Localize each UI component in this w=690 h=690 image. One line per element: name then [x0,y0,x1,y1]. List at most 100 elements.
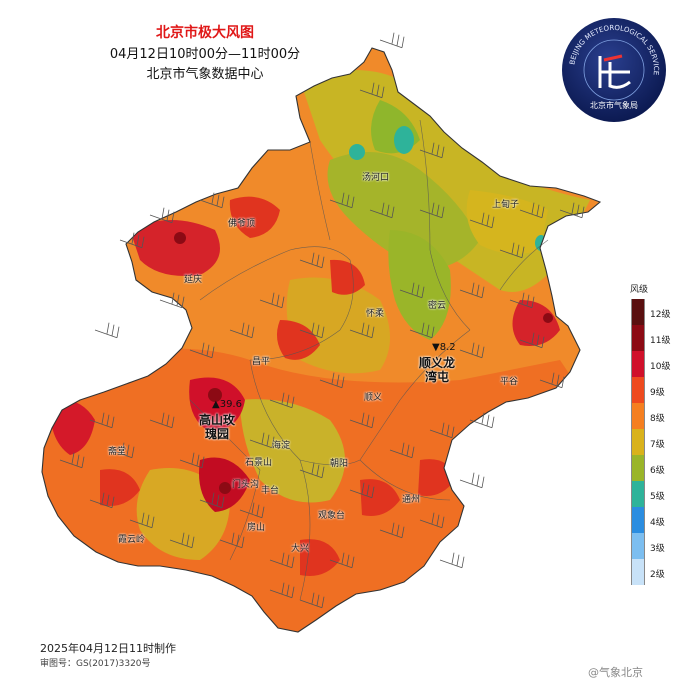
wind-barb [419,142,445,159]
wind-barb [199,192,225,209]
wind-barb [129,512,155,529]
place-label: 延庆 [184,275,203,285]
wind-barb [519,202,545,219]
wind-barb [369,202,395,219]
legend-title: 风级 [630,285,649,295]
wind-barb [109,442,135,459]
place-label: 朝阳 [330,459,349,469]
legend-swatch [631,429,645,455]
max-gust-marker: ▲39.6 [212,399,242,410]
legend-item: 6级 [628,455,688,481]
legend-swatch [631,507,645,533]
wind-barb [379,32,405,49]
legend-label: 3级 [650,544,665,554]
place-label: 平谷 [500,377,519,387]
wind-barb [459,472,485,489]
wind-barb [239,502,265,519]
place-label: 怀柔 [366,309,385,319]
wind-barb [439,552,465,569]
place-label: 观象台 [318,511,346,521]
wind-barb [469,412,495,429]
legend-swatch [631,351,645,377]
wind-barb [179,452,205,469]
legend-swatch [631,455,645,481]
wind-barb [299,252,325,269]
issuer: 北京市气象数据中心 [146,67,264,82]
wind-barb [299,462,325,479]
wind-barb [59,452,85,469]
place-label: 斋堂 [108,447,127,457]
wind-barb [119,232,145,249]
time-range: 04月12日10时00分—11时00分 [109,47,301,62]
wind-barb [319,372,345,389]
wind-barb [249,432,275,449]
place-label: 石景山 [245,458,273,468]
max-gust-value: 39.6 [219,399,242,410]
wind-barb [399,282,425,299]
wind-barb [419,202,445,219]
legend-label: 2级 [650,570,665,580]
legend-item: 10级 [628,351,688,377]
place-label: 昌平 [252,357,271,367]
place-label: 通州 [402,495,421,505]
wind-barb [409,322,435,339]
wind-barb [429,422,455,439]
wind-barb [389,442,415,459]
map-review-number: 审图号：GS(2017)3320号 [40,659,151,669]
legend-swatch [631,403,645,429]
wind-barb [559,202,585,219]
place-label: 上甸子 [492,200,520,210]
legend-item: 11级 [628,325,688,351]
station-value: 8.2 [439,342,456,353]
place-label: 门头沟 [232,480,260,490]
wind-barb [159,292,185,309]
wind-barb [149,207,175,224]
legend-item: 7级 [628,429,688,455]
place-label: 房山 [247,523,266,533]
wind-barb [419,512,445,529]
place-label: 丰台 [261,486,280,496]
wind-barb [199,492,225,509]
place-label: 霞云岭 [118,535,146,545]
wind-barb [379,522,405,539]
wind-barb [259,292,285,309]
highlight-station-gaoshan: 高山玫瑰园 [198,413,235,441]
wind-barb [169,532,195,549]
wind-barb [329,192,355,209]
wind-barb [539,372,565,389]
place-label: 顺义 [364,393,383,403]
wind-barb [189,342,215,359]
legend-label: 10级 [650,362,671,372]
wind-barb [299,322,325,339]
legend-item: 3级 [628,533,688,559]
legend-item: 2级 [628,559,688,585]
wind-barb [349,482,375,499]
legend-label: 4级 [650,518,665,528]
place-label: 汤河口 [362,173,390,183]
legend-item: 5级 [628,481,688,507]
wind-barb [349,412,375,429]
wind-barb [229,322,255,339]
wind-barb [469,212,495,229]
legend-swatch [631,533,645,559]
wind-barb [269,552,295,569]
wind-barb [219,532,245,549]
legend-swatch [631,481,645,507]
legend-item: 9级 [628,377,688,403]
legend-label: 7级 [650,440,665,450]
legend-label: 8级 [650,414,665,424]
wind-barb [299,592,325,609]
legend-label: 12级 [650,310,671,320]
wind-barb [269,392,295,409]
legend-item: 12级 [628,299,688,325]
place-label: 密云 [428,301,447,311]
made-date: 2025年04月12日11时制作 [40,642,176,655]
place-label: 佛爷顶 [228,219,256,229]
wind-scale-legend: 风级 12级 11级 10级 9级 8级 7级 6级 5级 4级 3级 2级 [628,282,688,585]
wind-barb [89,412,115,429]
legend-label: 6级 [650,466,665,476]
wind-barb [269,582,295,599]
wind-barb [509,292,535,309]
wind-barb [149,412,175,429]
